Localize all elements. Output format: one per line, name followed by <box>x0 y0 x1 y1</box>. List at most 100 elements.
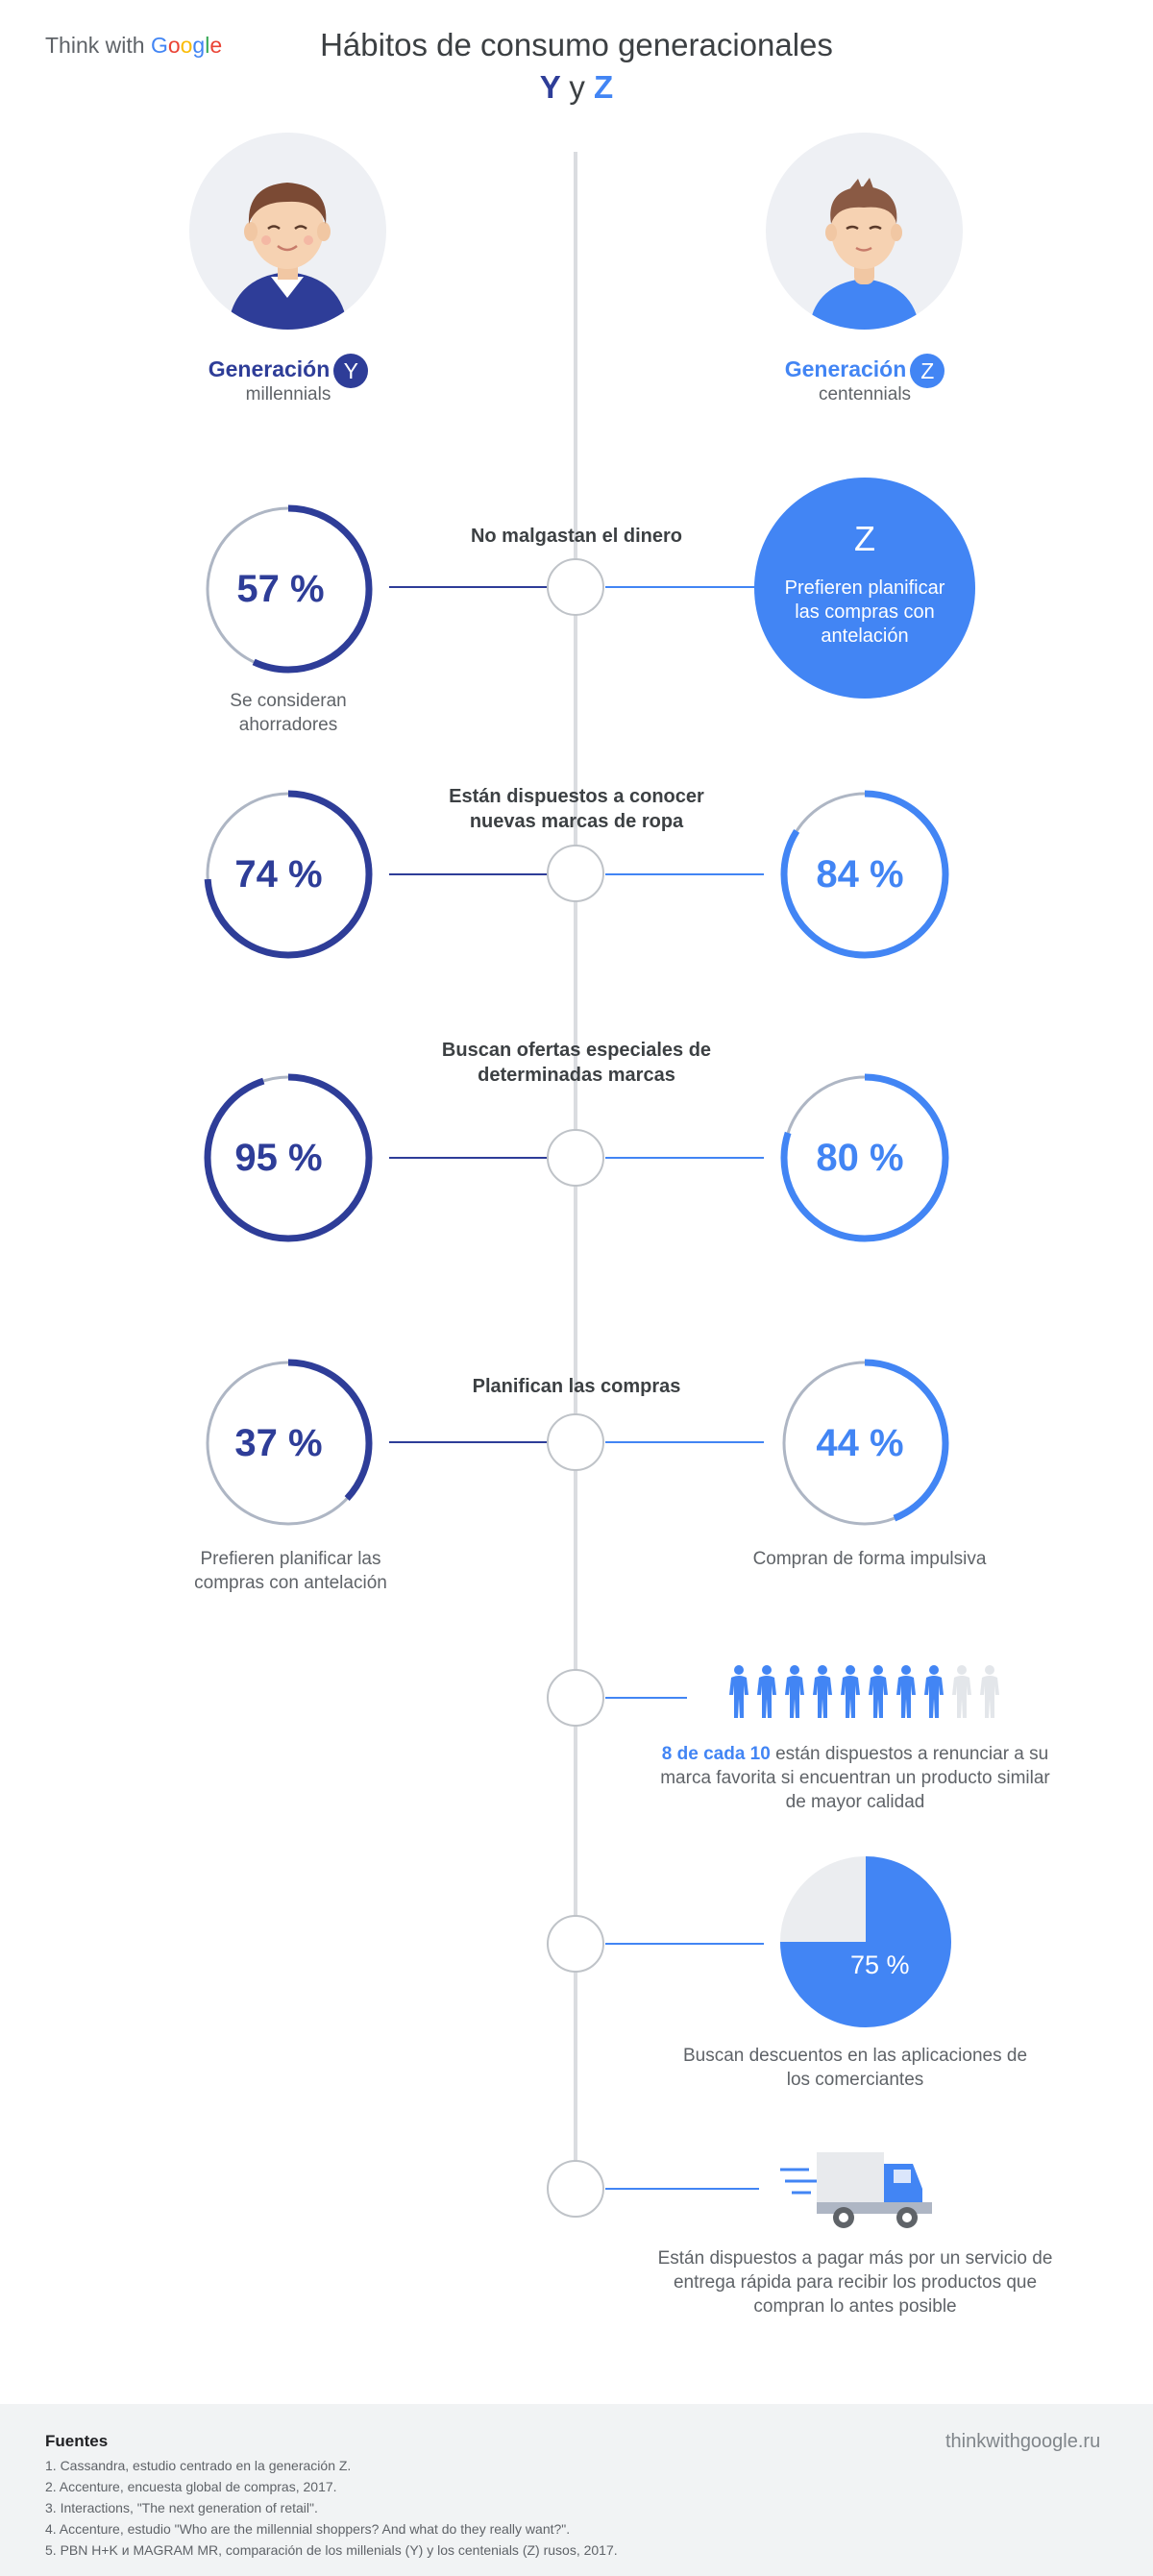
section-title: Planifican las compras <box>472 1376 681 1397</box>
timeline-node <box>547 558 604 616</box>
percent-y-3: 95 % <box>234 1137 323 1179</box>
person-icon <box>869 1665 888 1718</box>
section-title: Buscan ofertas especiales de determinada… <box>441 1040 712 1086</box>
timeline-node <box>547 2160 604 2218</box>
people-caption: 8 de cada 10 están dispuestos a renuncia… <box>653 1742 1057 1814</box>
connector-y-2 <box>389 873 548 875</box>
footer-source-3: 3. Interactions, "The next generation of… <box>45 2500 318 2515</box>
ring-progress-arc <box>204 790 373 959</box>
ring-z-3 <box>778 1071 951 1244</box>
ring-progress-arc <box>204 504 373 674</box>
percent-y-4: 37 % <box>234 1422 323 1464</box>
generation-y-sub: millennials <box>245 384 331 405</box>
caption-y-1: Se consideran ahorradores <box>230 691 347 735</box>
person-icon <box>952 1665 971 1718</box>
connector-z-3 <box>605 1157 764 1159</box>
percent-z-3: 80 % <box>816 1137 904 1179</box>
ring-progress-arc <box>780 1359 949 1528</box>
ring-y-3 <box>202 1071 375 1244</box>
page-title: Hábitos de consumo generacionales <box>320 27 833 62</box>
progress-ring-svg <box>204 1359 373 1528</box>
ring-y-1 <box>202 503 375 675</box>
millennial-avatar-icon <box>228 183 348 330</box>
person-icon <box>841 1665 860 1718</box>
generation-z-sub: centennials <box>818 384 912 405</box>
person-icon <box>729 1665 748 1718</box>
percent-z-2: 84 % <box>816 853 904 895</box>
generation-z-badge: Z <box>910 354 945 388</box>
subtitle-and: y <box>569 69 585 105</box>
generation-y-text: Generación <box>208 356 331 382</box>
progress-ring-svg <box>204 790 373 959</box>
timeline-node <box>547 1129 604 1187</box>
timeline-node <box>547 1915 604 1973</box>
person-icon <box>813 1665 832 1718</box>
progress-ring-svg <box>780 1073 949 1242</box>
person-icon <box>785 1665 804 1718</box>
people-group-icon <box>729 1665 999 1718</box>
pie-chart <box>780 1856 951 2027</box>
connector-y-1 <box>389 586 548 588</box>
progress-ring-svg <box>780 1359 949 1528</box>
pie-caption: Buscan descuentos en las aplicaciones de… <box>682 2046 1028 2090</box>
connector-y-3 <box>389 1157 548 1159</box>
ring-progress-arc <box>780 790 949 959</box>
footer-site-link[interactable]: thinkwithgoogle.ru <box>945 2431 1101 2452</box>
millennial-avatar <box>189 133 386 330</box>
people-highlight: 8 de cada 10 <box>661 1744 771 1764</box>
generation-y-badge: Y <box>333 354 369 388</box>
people-icons <box>721 1664 1009 1722</box>
connector-z-4 <box>605 1441 764 1443</box>
ring-progress-arc <box>780 1073 949 1242</box>
progress-ring-svg <box>204 1073 373 1242</box>
timeline-node <box>547 1413 604 1471</box>
generation-z-label: Generación Z <box>769 354 961 388</box>
ring-y-4 <box>202 1357 375 1530</box>
person-icon <box>896 1665 916 1718</box>
section-title: Están dispuestos a conocer nuevas marcas… <box>449 786 704 832</box>
truck-svg <box>780 2152 932 2228</box>
percent-z-4: 44 % <box>816 1422 904 1464</box>
person-icon <box>924 1665 944 1718</box>
ring-z-2 <box>778 788 951 961</box>
z-highlight-text: Prefieren planificar las compras con ant… <box>784 577 945 647</box>
progress-ring-svg <box>780 790 949 959</box>
caption-z-4: Compran de forma impulsiva <box>752 1549 987 1569</box>
footer-source-5: 5. PBN H+K и MAGRAM MR, comparación de l… <box>45 2542 618 2558</box>
person-icon <box>980 1665 999 1718</box>
centennial-avatar-icon <box>809 178 920 330</box>
page-subtitle: Y y Z <box>0 69 1153 106</box>
connector-z-1 <box>605 586 759 588</box>
pie-slice <box>780 1856 951 2027</box>
centennial-avatar <box>766 133 963 330</box>
subtitle-z: Z <box>594 69 614 105</box>
progress-ring-svg <box>204 504 373 674</box>
footer-source-4: 4. Accenture, estudio "Who are the mille… <box>45 2521 571 2537</box>
think-with-google-logo: Think with Google <box>45 33 223 58</box>
timeline-node <box>547 1669 604 1727</box>
delivery-truck-icon <box>780 2150 944 2231</box>
timeline-node <box>547 845 604 902</box>
person-icon <box>757 1665 776 1718</box>
connector-pie <box>605 1943 764 1945</box>
connector-people <box>605 1697 687 1699</box>
pie-chart-svg <box>780 1856 951 2027</box>
connector-y-4 <box>389 1441 548 1443</box>
ring-y-2 <box>202 788 375 961</box>
pie-label: 75 % <box>850 1950 910 1979</box>
people-text: están dispuestos a renunciar a su marca … <box>660 1744 1050 1812</box>
subtitle-y: Y <box>539 69 561 105</box>
generation-z-text: Generación <box>784 356 907 382</box>
footer-source-2: 2. Accenture, encuesta global de compras… <box>45 2479 337 2494</box>
ring-z-4 <box>778 1357 951 1530</box>
footer-source-1: 1. Cassandra, estudio centrado en la gen… <box>45 2458 352 2473</box>
connector-z-2 <box>605 873 764 875</box>
caption-y-4: Prefieren planificar las compras con ant… <box>194 1549 387 1593</box>
footer-title: Fuentes <box>45 2432 109 2450</box>
z-highlight-circle <box>754 478 975 699</box>
connector-truck <box>605 2188 759 2190</box>
section-title: No malgastan el dinero <box>470 526 683 547</box>
generation-y-label: Generación Y <box>192 354 384 388</box>
truck-caption: Están dispuestos a pagar más por un serv… <box>657 2248 1053 2317</box>
percent-y-2: 74 % <box>234 853 323 895</box>
